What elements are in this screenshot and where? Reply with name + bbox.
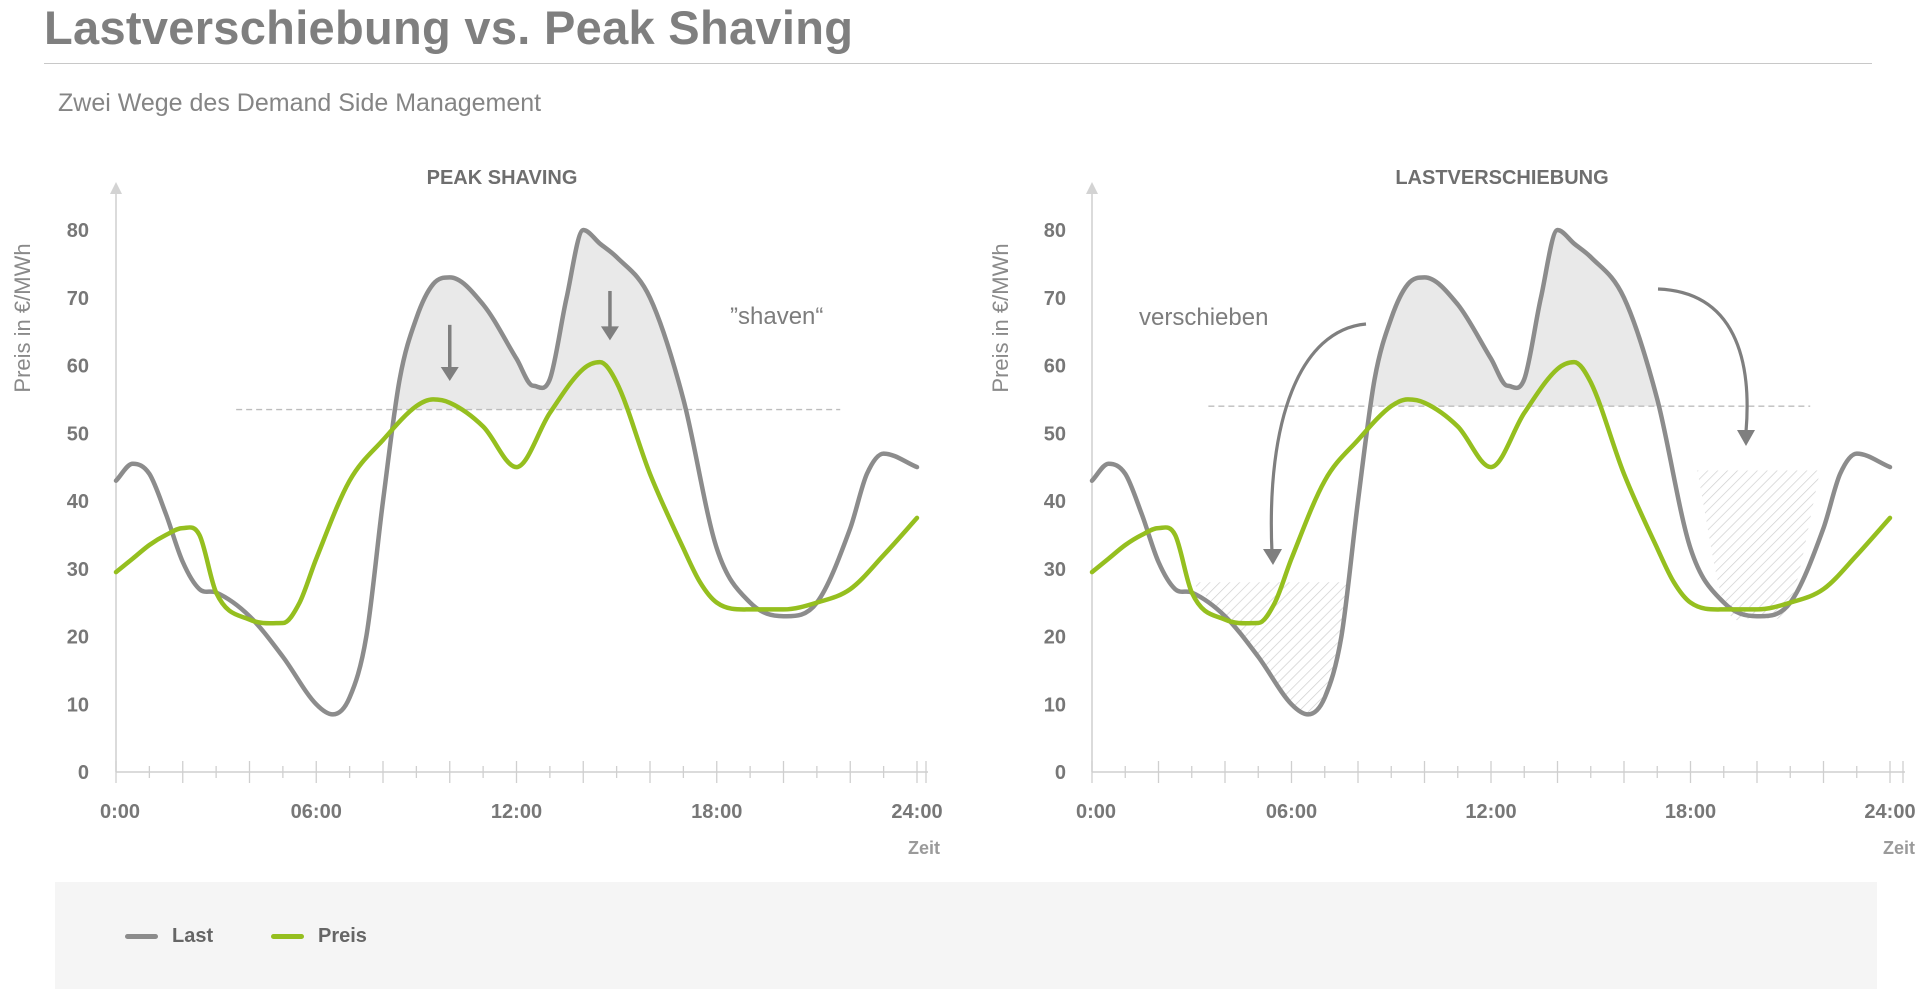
- legend: Last Preis: [55, 882, 1877, 989]
- x-tick-label: 12:00: [1465, 801, 1516, 823]
- x-tick-label: 18:00: [691, 801, 742, 823]
- series-line-last: [113, 227, 920, 717]
- x-tick-label: 24:00: [891, 801, 942, 823]
- down-arrow-icon: [440, 367, 459, 382]
- peak-area-fill: [1371, 230, 1659, 407]
- y-tick-label: 0: [78, 762, 89, 784]
- y-axis-label: Preis in €/MWh: [10, 243, 35, 392]
- page-subtitle: Zwei Wege des Demand Side Management: [58, 89, 542, 117]
- series-line-last: [1089, 227, 1893, 717]
- y-tick-label: 60: [1044, 356, 1066, 378]
- legend-item-last: Last: [125, 921, 213, 951]
- x-axis-label: Zeit: [1883, 838, 1915, 858]
- chart-lastverschiebung: LASTVERSCHIEBUNG 0 10 20 30 40 50 60 70 80 0:00 06:…: [988, 167, 1916, 858]
- y-tick-label: 30: [1044, 559, 1066, 581]
- y-tick-label: 20: [67, 627, 89, 649]
- y-tick-label: 50: [1044, 423, 1066, 445]
- chart-title: PEAK SHAVING: [427, 167, 578, 189]
- peak-area-fill: [396, 230, 687, 410]
- chart-peak-shaving: PEAK SHAVING 0 10 20 30 40 50 60 70 80 0:00 06:00 12…: [10, 167, 943, 858]
- shifted-load-area: [1191, 582, 1348, 715]
- x-tick-label: 12:00: [491, 801, 542, 823]
- legend-label-last: Last: [172, 924, 214, 947]
- y-axis-label: Preis in €/MWh: [988, 243, 1013, 392]
- series-line-preis: [1089, 359, 1893, 626]
- x-tick-label: 0:00: [100, 801, 140, 823]
- legend-swatch-preis: [271, 933, 304, 939]
- charts-canvas: PEAK SHAVING 0 10 20 30 40 50 60 70 80 0:00 06:00 12…: [10, 167, 1916, 858]
- y-axis-arrow-icon: [1086, 182, 1098, 194]
- curved-arrow-left-icon: [1269, 322, 1367, 554]
- y-tick-label: 80: [1044, 220, 1066, 242]
- x-tick-label: 24:00: [1864, 801, 1915, 823]
- y-tick-label: 70: [1044, 288, 1066, 310]
- y-tick-label: 10: [67, 694, 89, 716]
- y-tick-label: 80: [67, 220, 89, 242]
- y-tick-label: 10: [1044, 694, 1066, 716]
- chart-title: LASTVERSCHIEBUNG: [1395, 167, 1608, 189]
- y-tick-label: 60: [67, 356, 89, 378]
- curved-arrow-right-icon: [1657, 287, 1749, 433]
- shifted-load-area: [1697, 470, 1821, 621]
- y-tick-label: 70: [67, 288, 89, 310]
- curved-arrow-right-icon: [1737, 430, 1755, 446]
- y-tick-label: 20: [1044, 627, 1066, 649]
- annotation-shaven: ”shaven“: [730, 303, 823, 330]
- series-line-preis: [113, 359, 920, 626]
- legend-swatch-last: [125, 933, 158, 939]
- title-divider: [44, 63, 1872, 64]
- y-tick-label: 50: [67, 423, 89, 445]
- y-tick-label: 40: [1044, 491, 1066, 513]
- legend-item-preis: Preis: [271, 921, 367, 951]
- page-title: Lastverschiebung vs. Peak Shaving: [44, 1, 854, 54]
- y-tick-label: 30: [67, 559, 89, 581]
- y-axis-arrow-icon: [110, 182, 122, 194]
- x-tick-label: 06:00: [291, 801, 342, 823]
- down-arrow-icon: [600, 326, 619, 341]
- annotation-verschieben: verschieben: [1139, 304, 1268, 331]
- x-tick-label: 0:00: [1076, 801, 1116, 823]
- curved-arrow-left-icon: [1263, 549, 1282, 565]
- x-tick-label: 18:00: [1665, 801, 1716, 823]
- x-tick-label: 06:00: [1266, 801, 1317, 823]
- y-tick-label: 0: [1055, 762, 1066, 784]
- legend-label-preis: Preis: [318, 924, 367, 947]
- x-axis-label: Zeit: [908, 838, 940, 858]
- y-tick-label: 40: [67, 491, 89, 513]
